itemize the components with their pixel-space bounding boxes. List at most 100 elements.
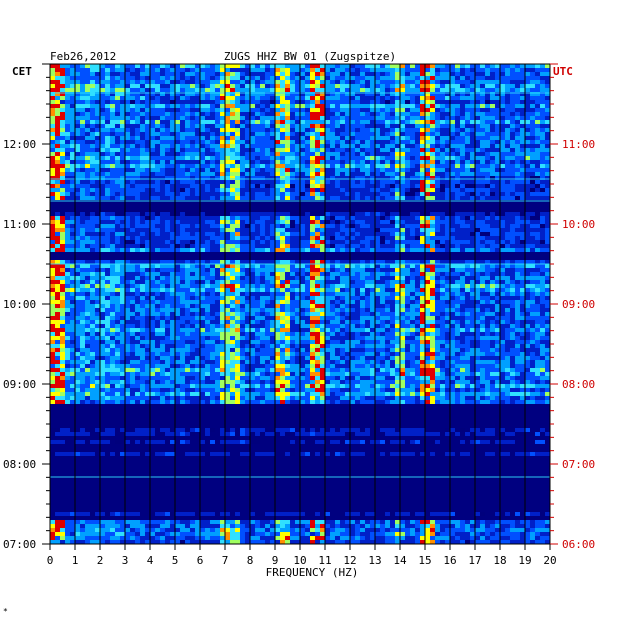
heatmap-cell <box>340 124 345 128</box>
heatmap-cell <box>270 176 275 180</box>
heatmap-cell <box>530 232 535 236</box>
heatmap-cell <box>440 188 445 192</box>
heatmap-cell <box>500 116 505 120</box>
heatmap-cell <box>315 100 320 104</box>
heatmap-cell <box>160 92 165 96</box>
heatmap-cell <box>175 164 180 168</box>
heatmap-cell <box>230 212 235 216</box>
heatmap-cell <box>255 244 260 248</box>
heatmap-cell <box>190 88 195 92</box>
heatmap-cell <box>280 92 285 96</box>
heatmap-cell <box>230 172 235 176</box>
heatmap-cell <box>265 216 270 220</box>
heatmap-cell <box>405 236 410 240</box>
heatmap-cell <box>205 168 210 172</box>
heatmap-cell <box>505 148 510 152</box>
heatmap-cell <box>350 140 355 144</box>
heatmap-cell <box>125 276 130 280</box>
heatmap-cell <box>285 264 290 268</box>
heatmap-cell <box>65 192 70 196</box>
heatmap-cell <box>335 96 340 100</box>
heatmap-cell <box>400 100 405 104</box>
heatmap-cell <box>205 84 210 88</box>
heatmap-cell <box>390 220 395 224</box>
heatmap-cell <box>290 136 295 140</box>
heatmap-cell <box>465 148 470 152</box>
heatmap-cell <box>55 284 60 288</box>
heatmap-cell <box>170 152 175 156</box>
heatmap-cell <box>430 216 435 220</box>
heatmap-cell <box>435 268 440 272</box>
heatmap-cell <box>270 268 275 272</box>
heatmap-cell <box>90 92 95 96</box>
heatmap-cell <box>425 108 430 112</box>
heatmap-cell <box>450 68 455 72</box>
heatmap-cell <box>545 88 550 92</box>
heatmap-cell <box>100 248 105 252</box>
heatmap-cell <box>145 64 150 68</box>
heatmap-cell <box>350 152 355 156</box>
heatmap-cell <box>295 84 300 88</box>
heatmap-cell <box>180 216 185 220</box>
heatmap-cell <box>160 236 165 240</box>
heatmap-cell <box>540 236 545 240</box>
heatmap-cell <box>340 128 345 132</box>
heatmap-cell <box>455 128 460 132</box>
heatmap-cell <box>260 112 265 116</box>
heatmap-cell <box>280 136 285 140</box>
heatmap-cell <box>355 244 360 248</box>
heatmap-cell <box>370 228 375 232</box>
heatmap-cell <box>235 96 240 100</box>
heatmap-cell <box>450 220 455 224</box>
heatmap-cell <box>290 144 295 148</box>
heatmap-cell <box>85 240 90 244</box>
heatmap-cell <box>195 140 200 144</box>
heatmap-cell <box>355 140 360 144</box>
heatmap-cell <box>180 168 185 172</box>
heatmap-cell <box>415 84 420 88</box>
heatmap-cell <box>390 184 395 188</box>
heatmap-cell <box>460 192 465 196</box>
heatmap-cell <box>135 156 140 160</box>
heatmap-cell <box>430 164 435 168</box>
heatmap-cell <box>115 196 120 200</box>
heatmap-cell <box>245 244 250 248</box>
heatmap-cell <box>475 80 480 84</box>
heatmap-cell <box>335 176 340 180</box>
heatmap-cell <box>290 196 295 200</box>
heatmap-cell <box>355 196 360 200</box>
heatmap-cell <box>220 244 225 248</box>
heatmap-cell <box>235 148 240 152</box>
heatmap-cell <box>545 240 550 244</box>
heatmap-cell <box>150 220 155 224</box>
heatmap-cell <box>195 76 200 80</box>
heatmap-cell <box>320 104 325 108</box>
heatmap-cell <box>85 100 90 104</box>
heatmap-cell <box>510 176 515 180</box>
heatmap-cell <box>70 212 75 216</box>
heatmap-cell <box>245 248 250 252</box>
heatmap-cell <box>525 76 530 80</box>
heatmap-cell <box>80 148 85 152</box>
heatmap-cell <box>210 280 215 284</box>
heatmap-cell <box>510 104 515 108</box>
heatmap-cell <box>205 264 210 268</box>
heatmap-cell <box>300 192 305 196</box>
heatmap-cell <box>400 88 405 92</box>
heatmap-cell <box>340 228 345 232</box>
heatmap-cell <box>465 156 470 160</box>
heatmap-cell <box>75 216 80 220</box>
heatmap-cell <box>365 276 370 280</box>
heatmap-cell <box>360 264 365 268</box>
heatmap-cell <box>185 172 190 176</box>
heatmap-cell <box>280 112 285 116</box>
heatmap-cell <box>310 100 315 104</box>
heatmap-cell <box>535 68 540 72</box>
heatmap-cell <box>190 276 195 280</box>
heatmap-cell <box>515 68 520 72</box>
heatmap-cell <box>445 156 450 160</box>
heatmap-cell <box>295 228 300 232</box>
heatmap-cell <box>255 196 260 200</box>
heatmap-cell <box>175 168 180 172</box>
heatmap-cell <box>240 260 245 264</box>
